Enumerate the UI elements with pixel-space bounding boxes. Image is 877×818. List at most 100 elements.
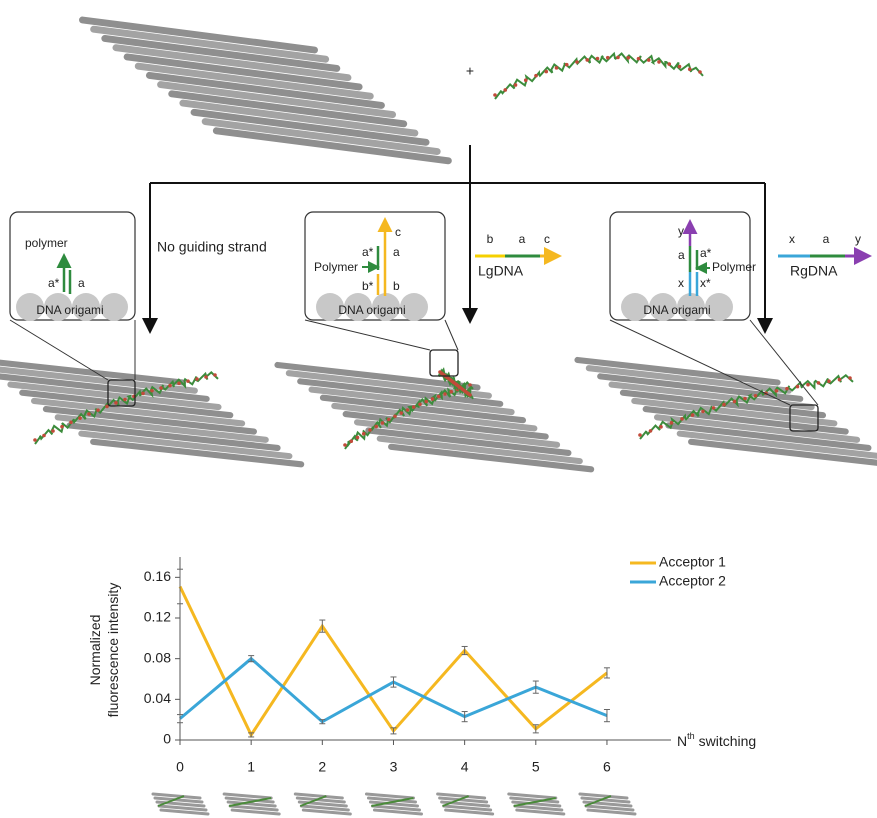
label: a: [678, 248, 685, 262]
dna-origami: [0, 360, 301, 464]
polymer-unit: [722, 403, 726, 407]
polymer-unit: [575, 60, 579, 64]
figure: + No guiding strand b a c LgDNA x a y Rg…: [0, 0, 877, 818]
polymer-unit: [657, 60, 661, 64]
polymer-unit: [637, 57, 641, 61]
y-tick-label: 0.16: [144, 568, 171, 584]
polymer-unit: [680, 417, 684, 421]
polymer-unit: [596, 57, 600, 61]
x-axis-label-part: N: [677, 733, 687, 749]
label: a*: [48, 276, 60, 290]
polymer-unit: [775, 389, 779, 393]
dna-origami: [278, 365, 592, 469]
label: DNA origami: [338, 303, 405, 317]
label: polymer: [25, 236, 68, 250]
thumbnail: [295, 794, 350, 814]
label: Polymer: [314, 260, 358, 274]
strand-label: a: [823, 232, 830, 246]
polymer-unit: [177, 381, 181, 385]
polymer-unit: [213, 373, 217, 377]
polymer-unit: [141, 392, 145, 396]
polymer-unit: [616, 56, 620, 60]
legend-label: Acceptor 2: [659, 573, 726, 589]
polymer-unit: [150, 389, 154, 393]
x-tick-label: 6: [603, 759, 611, 775]
polymer-unit: [514, 83, 518, 87]
label: b*: [362, 279, 374, 293]
polymer-unit: [817, 381, 821, 385]
polymer-unit: [437, 395, 441, 399]
polymer-unit: [123, 398, 127, 402]
polymer-unit: [33, 438, 37, 442]
label: No guiding strand: [157, 239, 267, 255]
polymer-unit: [524, 78, 528, 82]
polymer-unit: [691, 413, 695, 417]
label: RgDNA: [790, 263, 838, 279]
polymer-unit: [114, 401, 118, 405]
polymer-unit: [565, 63, 569, 67]
polymer: [493, 54, 703, 99]
polymer-chain: [495, 54, 703, 99]
polymer-unit: [42, 434, 46, 438]
x-tick-label: 4: [461, 759, 469, 775]
legend-label: Acceptor 1: [659, 554, 726, 570]
series-line: [180, 586, 607, 734]
polymer-unit: [827, 379, 831, 383]
strand-label: a: [519, 232, 526, 246]
callout-line: [305, 320, 430, 350]
polymer-unit: [418, 402, 422, 406]
label: Polymer: [712, 260, 756, 274]
y-tick-label: 0.08: [144, 649, 171, 665]
polymer-unit: [796, 385, 800, 389]
polymer-unit: [60, 425, 64, 429]
polymer-unit: [754, 394, 758, 398]
polymer-unit: [638, 433, 642, 437]
polymer-unit: [78, 416, 82, 420]
polymer-unit: [667, 62, 671, 66]
thumbnail: [224, 794, 279, 814]
polymer-unit: [195, 377, 199, 381]
polymer-unit: [443, 392, 447, 396]
polymer-unit: [96, 408, 100, 412]
strand-label: c: [544, 232, 550, 246]
polymer-unit: [626, 56, 630, 60]
polymer-unit: [659, 425, 663, 429]
polymer-unit: [204, 375, 208, 379]
label: a: [78, 276, 85, 290]
polymer-unit: [649, 429, 653, 433]
polymer-unit: [606, 56, 610, 60]
polymer-unit: [647, 58, 651, 62]
polymer-unit: [493, 93, 497, 97]
polymer-unit: [544, 70, 548, 74]
thumbnail: [509, 794, 564, 814]
polymer-unit: [343, 443, 347, 447]
polymer-unit: [670, 421, 674, 425]
series-line: [180, 659, 607, 722]
polymer-unit: [69, 420, 73, 424]
polymer-unit: [712, 406, 716, 410]
polymer-unit: [785, 387, 789, 391]
dna-origami: [83, 20, 449, 161]
strand-label: b: [487, 232, 494, 246]
strand-label: x: [789, 232, 795, 246]
polymer-unit: [678, 65, 682, 69]
label: x*: [700, 276, 711, 290]
label: a*: [700, 246, 712, 260]
polymer-unit: [368, 428, 372, 432]
thumbnail: [438, 794, 493, 814]
polymer-unit: [424, 400, 428, 404]
polymer-unit: [585, 58, 589, 62]
label: LgDNA: [478, 263, 524, 279]
label: a*: [362, 245, 374, 259]
polymer-unit: [555, 66, 559, 70]
polymer-unit: [381, 421, 385, 425]
label: y: [678, 224, 684, 238]
x-axis-label-part: switching: [699, 733, 757, 749]
y-axis-label: Normalizedfluorescence intensity: [87, 583, 121, 718]
label: b: [393, 279, 400, 293]
y-axis-label-line: Normalized: [87, 615, 103, 686]
polymer-unit: [534, 74, 538, 78]
x-tick-label: 0: [176, 759, 184, 775]
x-tick-label: 2: [318, 759, 326, 775]
